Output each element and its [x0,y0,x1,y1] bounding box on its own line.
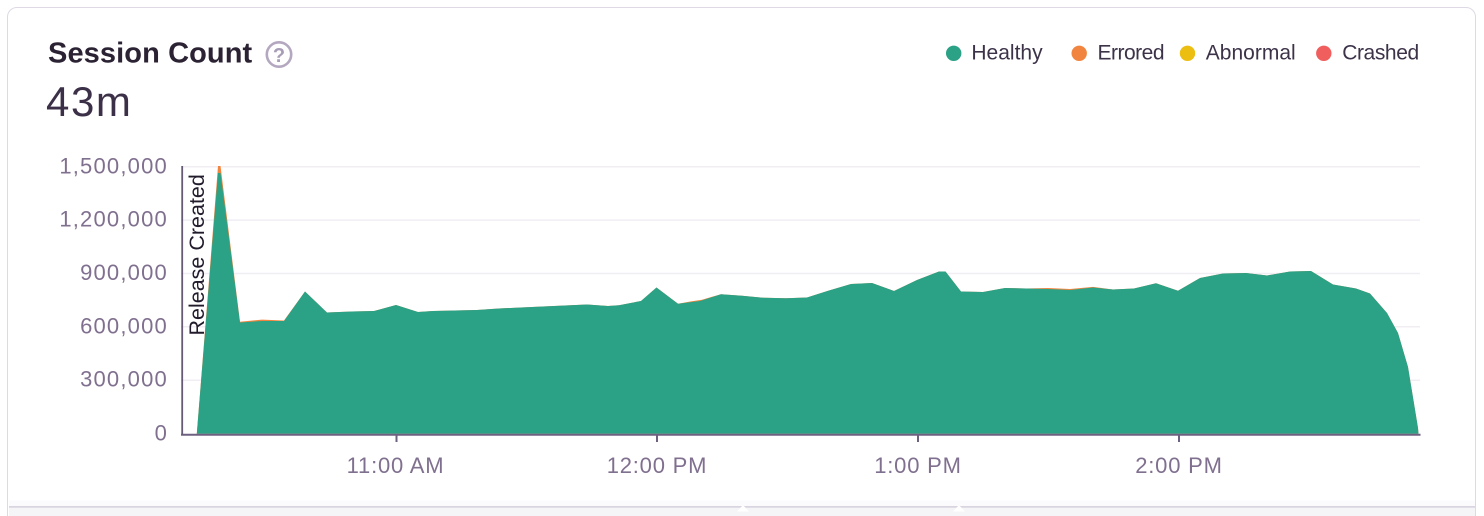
svg-text:Abnormal: Abnormal [1206,42,1296,65]
svg-text:12:00 PM: 12:00 PM [607,453,708,478]
svg-text:Crashed: Crashed [1342,42,1419,65]
svg-text:1,200,000: 1,200,000 [59,207,168,232]
svg-text:1,500,000: 1,500,000 [59,153,168,178]
svg-text:300,000: 300,000 [80,367,168,392]
svg-text:Session Count: Session Count [48,38,253,70]
svg-text:2:00 PM: 2:00 PM [1135,453,1223,478]
svg-text:Release Created: Release Created [185,174,209,335]
svg-text:0: 0 [155,421,168,446]
svg-text:Healthy: Healthy [971,42,1043,65]
svg-text:1:00 PM: 1:00 PM [874,453,962,478]
svg-text:600,000: 600,000 [80,313,168,338]
svg-text:900,000: 900,000 [80,260,168,285]
svg-text:11:00 AM: 11:00 AM [347,453,445,478]
svg-text:Errored: Errored [1098,42,1165,65]
svg-text:?: ? [273,45,285,67]
svg-text:43m: 43m [46,78,133,125]
